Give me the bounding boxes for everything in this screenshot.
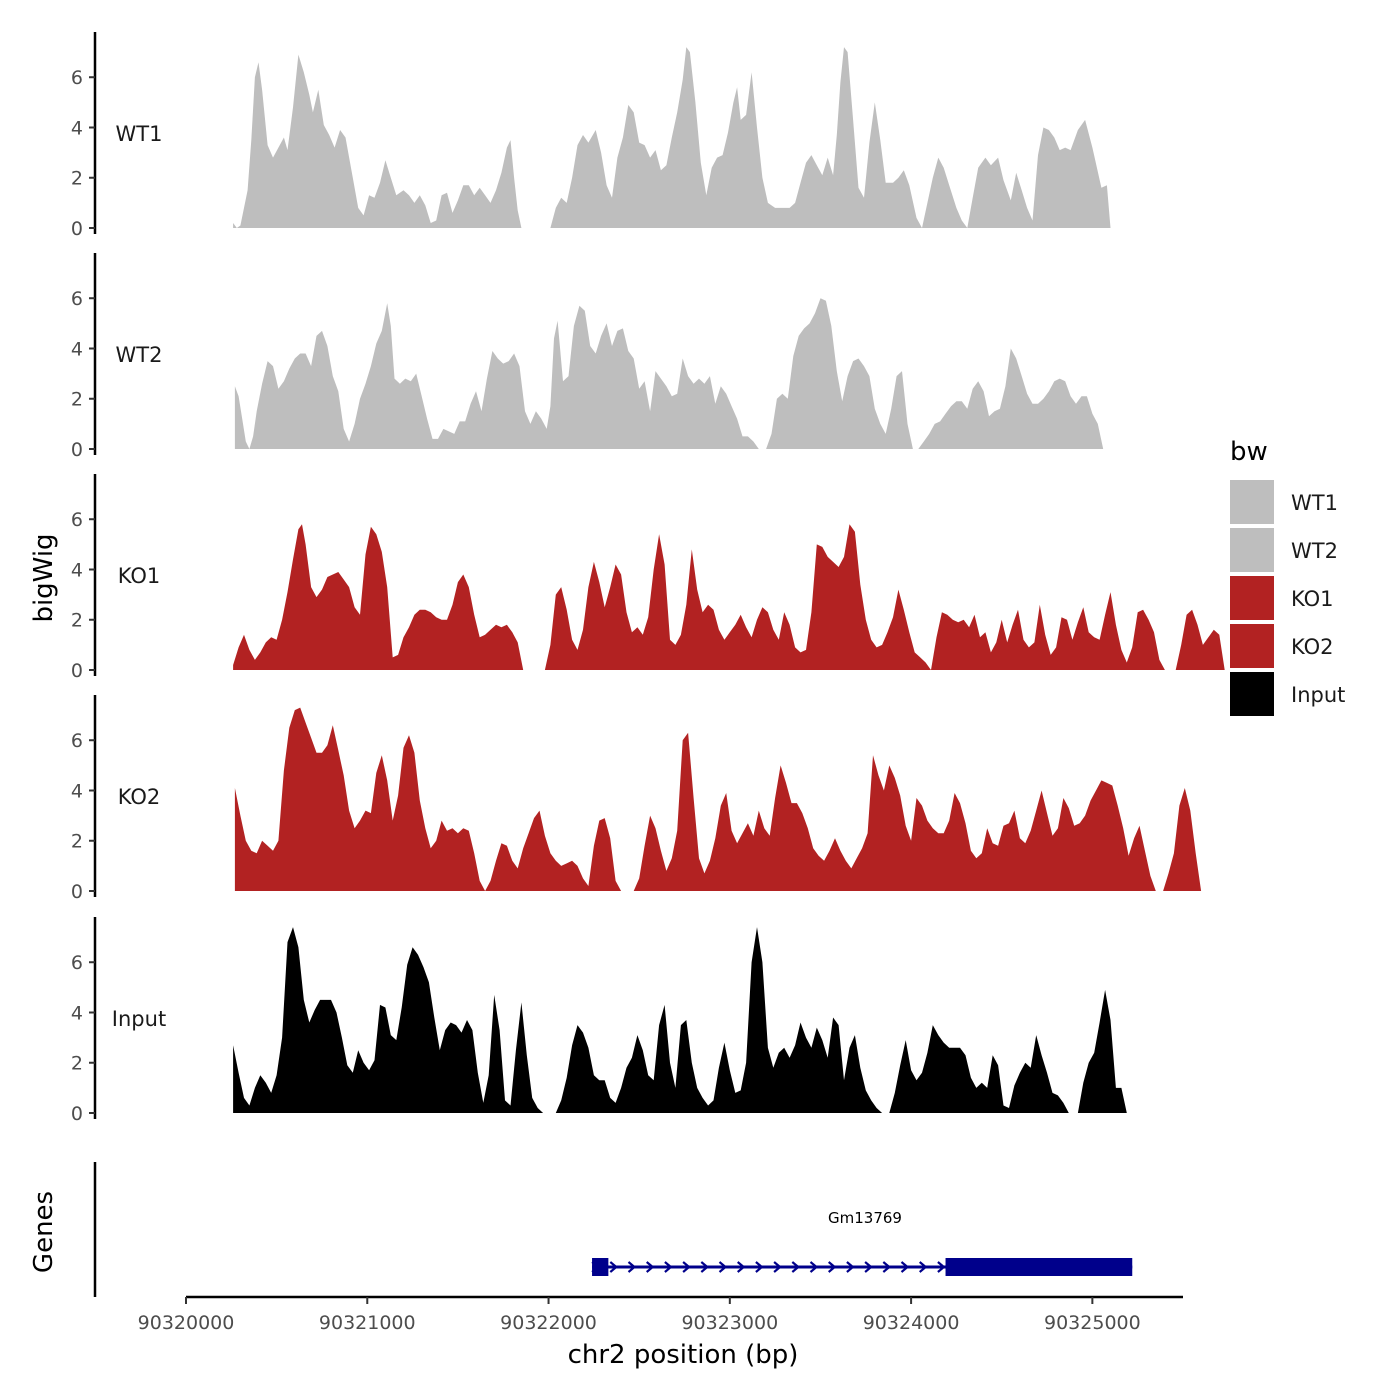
y-tick-label: 4 (71, 338, 83, 360)
strand-arrow (864, 1261, 873, 1273)
strand-arrow (664, 1261, 673, 1273)
legend-label-input: Input (1291, 683, 1345, 707)
signal-area-wt2 (234, 298, 1104, 449)
y-tick-label: 4 (71, 559, 83, 581)
signal-tracks: 0 2 4 6 WT1 0 2 4 6 WT2 0 2 4 6 KO1 0 2 4 6 KO2 0 2 4 6 Input (71, 32, 1225, 1125)
signal-area-ko2 (234, 707, 1202, 891)
strand-arrow (609, 1261, 619, 1273)
y-tick-label: 2 (71, 168, 83, 190)
legend-label-ko1: KO1 (1291, 587, 1334, 611)
strand-arrow (937, 1261, 946, 1273)
x-axis-title: chr2 position (bp) (568, 1340, 799, 1370)
gene-track: Gm13769 (93, 1162, 1133, 1297)
strand-arrow (846, 1261, 855, 1273)
y-tick-label: 0 (71, 439, 83, 461)
track-wt1: 0 2 4 6 WT1 (71, 32, 1111, 240)
legend-title: bw (1230, 437, 1268, 467)
strand-arrow (755, 1261, 764, 1273)
y-tick-label: 0 (71, 1103, 83, 1125)
strand-arrow (700, 1261, 710, 1273)
track-label-wt1: WT1 (116, 122, 163, 146)
legend-swatch-ko1 (1230, 576, 1274, 620)
y-tick-label: 4 (71, 1002, 83, 1024)
legend-label-ko2: KO2 (1291, 635, 1334, 659)
y-tick-label: 6 (71, 952, 83, 974)
y-tick-label: 2 (71, 831, 83, 853)
strand-arrow (682, 1261, 691, 1273)
x-axis: 90320000 90321000 90322000 90323000 90324000… (138, 1295, 1183, 1334)
x-tick-label: 90322000 (500, 1312, 597, 1334)
y-tick-label: 0 (71, 660, 83, 682)
gene-exon (945, 1258, 1133, 1276)
x-tick-label: 90321000 (319, 1312, 416, 1334)
y-tick-label: 4 (71, 780, 83, 802)
strand-arrow (791, 1261, 801, 1273)
strand-arrow (827, 1261, 837, 1273)
y-tick-label: 0 (71, 881, 83, 903)
y-tick-label: 6 (71, 67, 83, 89)
x-tick-label: 90323000 (681, 1312, 778, 1334)
y-tick-label: 4 (71, 117, 83, 139)
y-tick-label: 2 (71, 610, 83, 632)
legend-label-wt2: WT2 (1291, 539, 1338, 563)
track-input: 0 2 4 6 Input (71, 917, 1127, 1125)
strand-arrow (773, 1261, 782, 1273)
signal-area-input (233, 927, 1127, 1113)
legend-swatch-wt2 (1230, 528, 1274, 572)
strand-arrow (736, 1261, 746, 1273)
legend-swatch-ko2 (1230, 624, 1274, 668)
legend-swatch-wt1 (1230, 480, 1274, 524)
strand-arrow (809, 1261, 819, 1273)
x-tick-label: 90320000 (138, 1312, 235, 1334)
legend-label-wt1: WT1 (1291, 491, 1338, 515)
y-axis-title: bigWig (29, 533, 59, 622)
gene-exon (592, 1258, 609, 1276)
y-tick-label: 2 (71, 389, 83, 411)
track-label-wt2: WT2 (116, 343, 163, 367)
track-ko1: 0 2 4 6 KO1 (71, 474, 1225, 682)
signal-area-ko1 (233, 524, 1225, 670)
track-label-ko1: KO1 (118, 564, 161, 588)
legend-swatch-input (1230, 672, 1274, 716)
genes-track-title: Genes (29, 1191, 59, 1273)
strand-arrow (882, 1261, 892, 1273)
strand-arrow (718, 1261, 728, 1273)
track-label-input: Input (112, 1007, 166, 1031)
y-tick-label: 6 (71, 509, 83, 531)
strand-arrow (918, 1261, 928, 1273)
track-wt2: 0 2 4 6 WT2 (71, 253, 1104, 461)
strand-arrow (645, 1261, 655, 1273)
gene-name-label: Gm13769 (828, 1209, 902, 1227)
x-tick-label: 90325000 (1044, 1312, 1141, 1334)
y-tick-label: 6 (71, 288, 83, 310)
legend: bw WT1 WT2 KO1 KO2 Input (1230, 437, 1345, 716)
y-tick-label: 2 (71, 1053, 83, 1075)
strand-arrow (900, 1261, 910, 1273)
x-tick-label: 90324000 (863, 1312, 960, 1334)
y-tick-label: 6 (71, 730, 83, 752)
track-label-ko2: KO2 (118, 785, 161, 809)
y-tick-label: 0 (71, 218, 83, 240)
signal-area-wt1 (233, 47, 1111, 228)
strand-arrow (627, 1261, 637, 1273)
track-ko2: 0 2 4 6 KO2 (71, 695, 1202, 903)
